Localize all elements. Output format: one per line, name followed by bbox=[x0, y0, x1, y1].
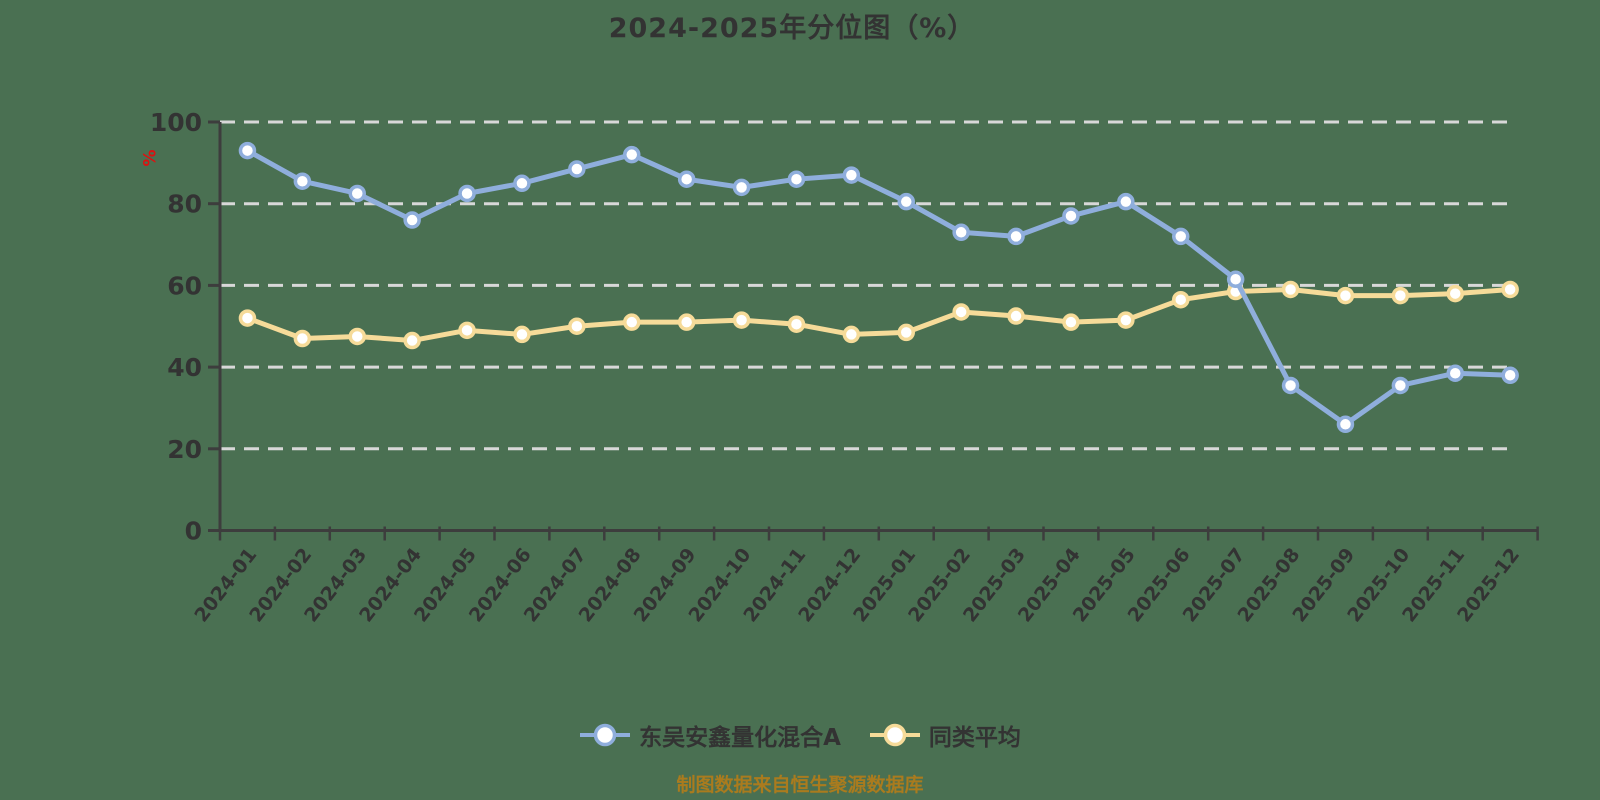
percentile-line-chart: 0204060801002024-012024-022024-032024-04… bbox=[150, 108, 1539, 626]
legend-item-category-average[interactable]: 同类平均 bbox=[869, 718, 1021, 752]
svg-text:40: 40 bbox=[167, 353, 202, 382]
svg-text:60: 60 bbox=[167, 271, 202, 300]
data-source-caption: 制图数据来自恒生聚源数据库 bbox=[676, 774, 924, 796]
svg-text:0: 0 bbox=[185, 517, 202, 546]
legend-label-category-average: 同类平均 bbox=[928, 725, 1021, 751]
legend-label-fund: 东吴安鑫量化混合A bbox=[639, 725, 841, 751]
legend: 东吴安鑫量化混合A 同类平均 bbox=[0, 718, 1600, 752]
svg-text:20: 20 bbox=[167, 435, 202, 464]
svg-text:80: 80 bbox=[167, 190, 202, 219]
legend-marker-fund-icon bbox=[580, 723, 631, 747]
legend-item-fund[interactable]: 东吴安鑫量化混合A bbox=[579, 718, 841, 752]
svg-text:100: 100 bbox=[150, 108, 202, 137]
legend-marker-category-average-icon bbox=[869, 723, 920, 747]
chart-title: 2024-2025年分位图（%） bbox=[608, 13, 976, 44]
